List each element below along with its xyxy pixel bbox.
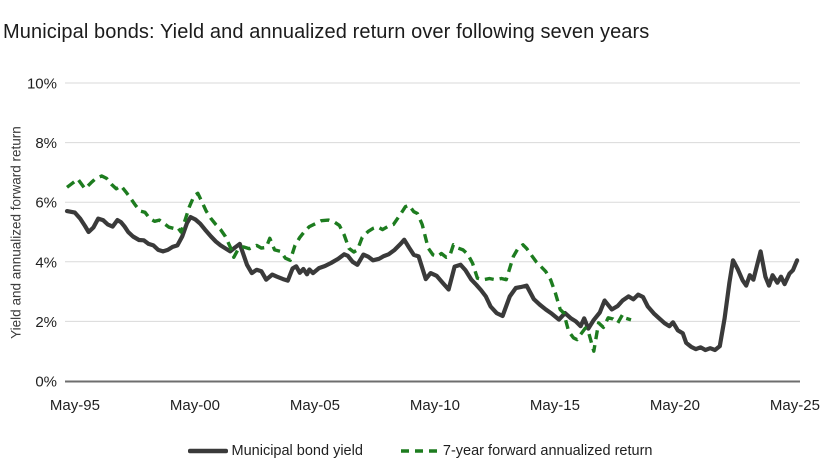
chart-legend: Municipal bond yield 7-year forward annua… [0, 437, 840, 465]
x-tick-label: May-05 [290, 397, 340, 414]
y-tick-label: 0% [35, 374, 57, 391]
y-tick-label: 2% [35, 314, 57, 331]
y-tick-label: 6% [35, 195, 57, 212]
x-tick-label: May-00 [170, 397, 220, 414]
x-tick-label: May-25 [770, 397, 820, 414]
y-tick-label: 4% [35, 254, 57, 271]
y-tick-label: 8% [35, 135, 57, 152]
x-tick-label: May-20 [650, 397, 700, 414]
y-tick-label: 10% [27, 76, 57, 93]
legend-item: Municipal bond yield [187, 443, 363, 459]
solid-line-swatch [187, 448, 228, 454]
x-tick-label: May-10 [410, 397, 460, 414]
chart-title: Municipal bonds: Yield and annualized re… [3, 21, 650, 43]
yield-line [64, 209, 800, 353]
x-tick-label: May-95 [50, 397, 100, 414]
legend-item: 7-year forward annualized return [399, 443, 653, 459]
legend-label: 7-year forward annualized return [442, 443, 653, 459]
legend-label: Municipal bond yield [231, 443, 363, 459]
x-tick-label: May-15 [530, 397, 580, 414]
forward-return-line [65, 174, 632, 353]
dashed-line-swatch [400, 449, 437, 453]
